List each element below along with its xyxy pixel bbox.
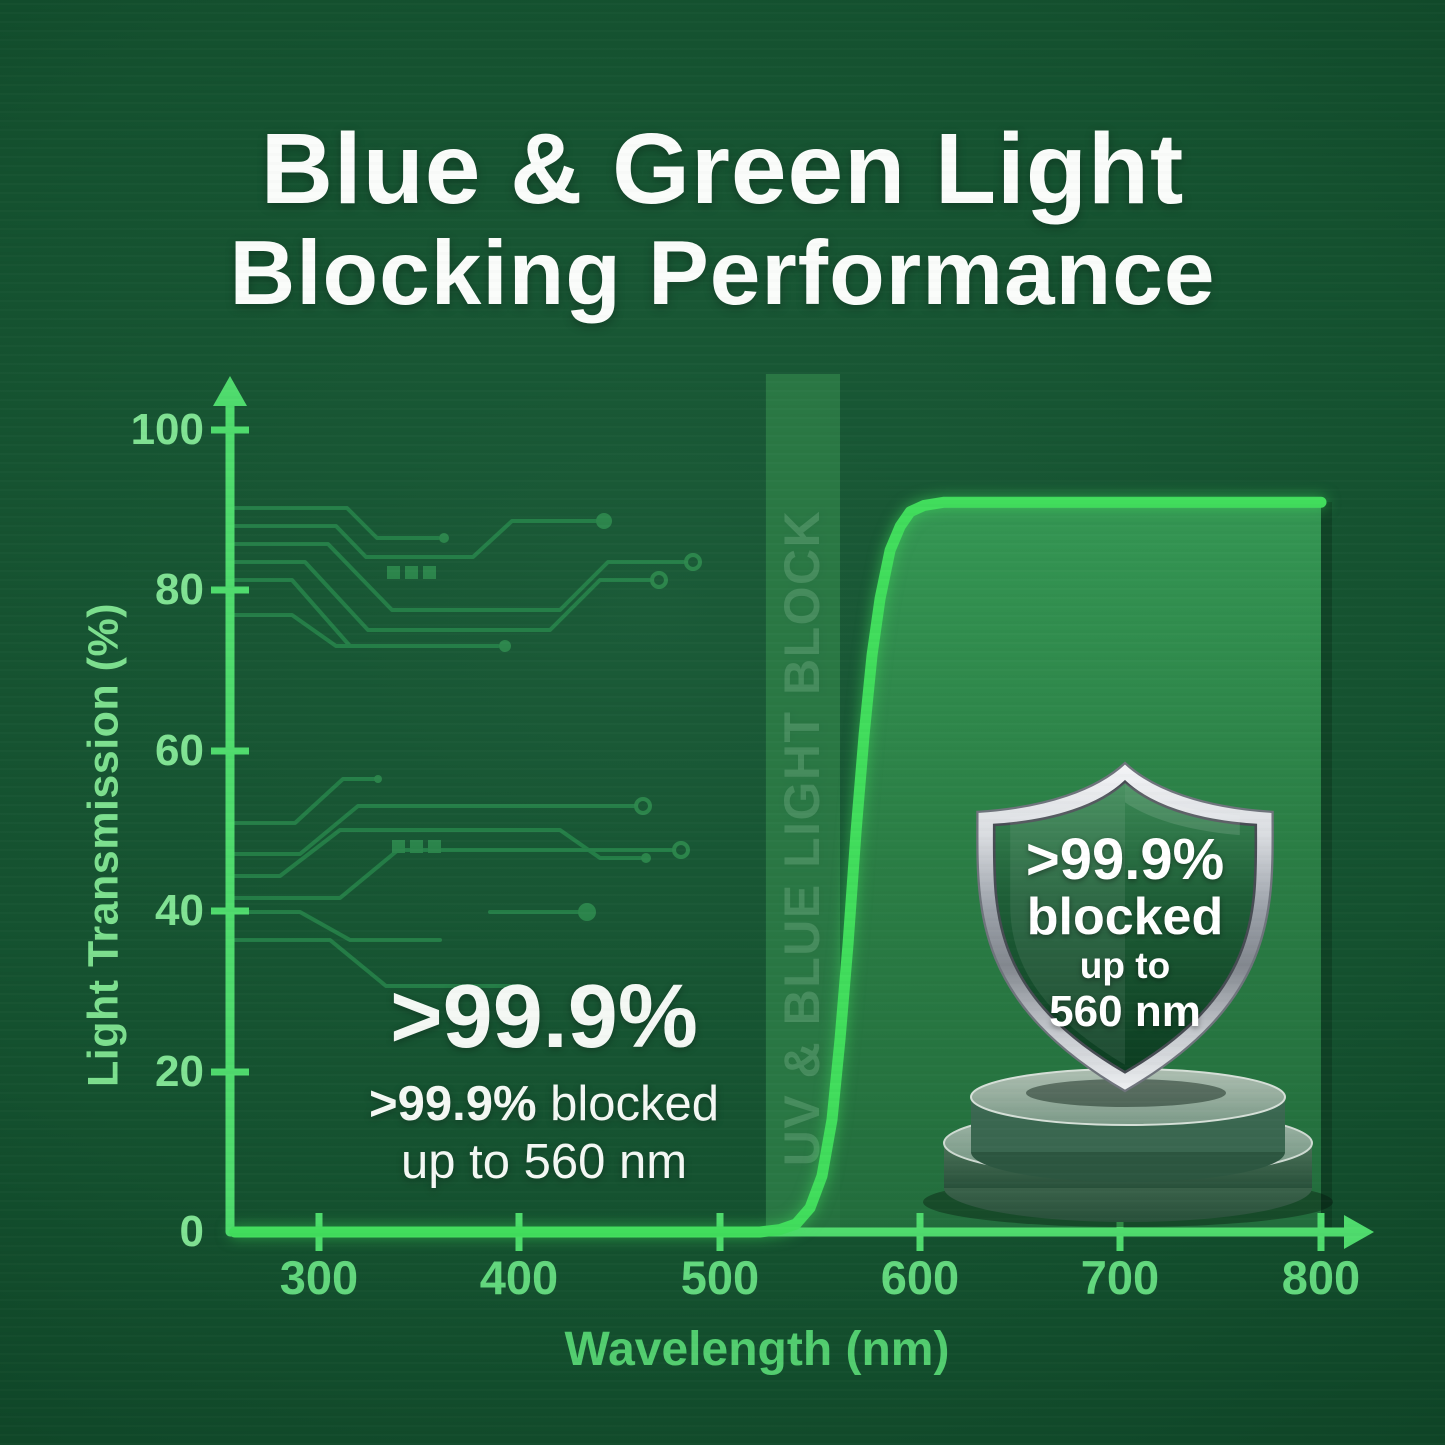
page-title: Blue & Green Light Blocking Performance bbox=[0, 117, 1445, 322]
shield-icon bbox=[976, 761, 1274, 1093]
x-tick-label-300: 300 bbox=[279, 1251, 359, 1304]
x-tick-label-800: 800 bbox=[1281, 1251, 1361, 1304]
podium bbox=[923, 1068, 1333, 1227]
y-tick-label-0: 0 bbox=[179, 1207, 204, 1256]
fill-right-edge-shadow bbox=[1321, 502, 1332, 1232]
y-tick-marks bbox=[211, 426, 249, 1076]
title-line-1: Blue & Green Light bbox=[260, 113, 1185, 226]
y-axis-title: Light Transmission (%) bbox=[79, 602, 128, 1088]
annotation-detail-line-1: >99.9% blocked bbox=[369, 1076, 719, 1134]
transmission-curve bbox=[229, 496, 1327, 1238]
y-tick-label-80: 80 bbox=[155, 565, 204, 614]
shield-value: >99.9% bbox=[1025, 827, 1225, 892]
y-tick-label-40: 40 bbox=[155, 886, 204, 935]
shield-upto-label: up to bbox=[1079, 945, 1171, 986]
annotation-detail-bold: >99.9% bbox=[368, 1077, 537, 1131]
x-tick-label-700: 700 bbox=[1080, 1251, 1160, 1304]
annotation-headline: >99.9% bbox=[390, 967, 698, 1067]
y-tick-label-20: 20 bbox=[155, 1047, 204, 1096]
annotation-detail-rest: blocked bbox=[536, 1077, 720, 1131]
x-axis-title: Wavelength (nm) bbox=[564, 1323, 950, 1376]
x-axis-arrow-icon bbox=[1344, 1215, 1374, 1249]
y-axis-arrow-icon bbox=[213, 376, 247, 406]
annotation-detail-line-2: up to 560 nm bbox=[400, 1134, 688, 1189]
shield-blocked-label: blocked bbox=[1026, 888, 1224, 946]
x-tick-label-400: 400 bbox=[479, 1251, 559, 1304]
x-tick-label-500: 500 bbox=[680, 1251, 760, 1304]
shield-badge-text: >99.9% blocked up to 560 nm bbox=[1025, 827, 1225, 1037]
x-tick-label-600: 600 bbox=[880, 1251, 960, 1304]
shield-wavelength-label: 560 nm bbox=[1049, 987, 1201, 1036]
blocked-annotation: >99.9% >99.9% blocked up to 560 nm bbox=[369, 972, 719, 1192]
title-line-2: Blocking Performance bbox=[229, 223, 1216, 325]
circuit-decoration-top bbox=[232, 506, 702, 652]
y-tick-label-100: 100 bbox=[130, 405, 204, 454]
blocking-band bbox=[765, 374, 840, 1232]
circuit-decoration-bottom bbox=[232, 775, 690, 988]
y-tick-label-60: 60 bbox=[155, 726, 204, 775]
curve-fill bbox=[234, 502, 1321, 1232]
